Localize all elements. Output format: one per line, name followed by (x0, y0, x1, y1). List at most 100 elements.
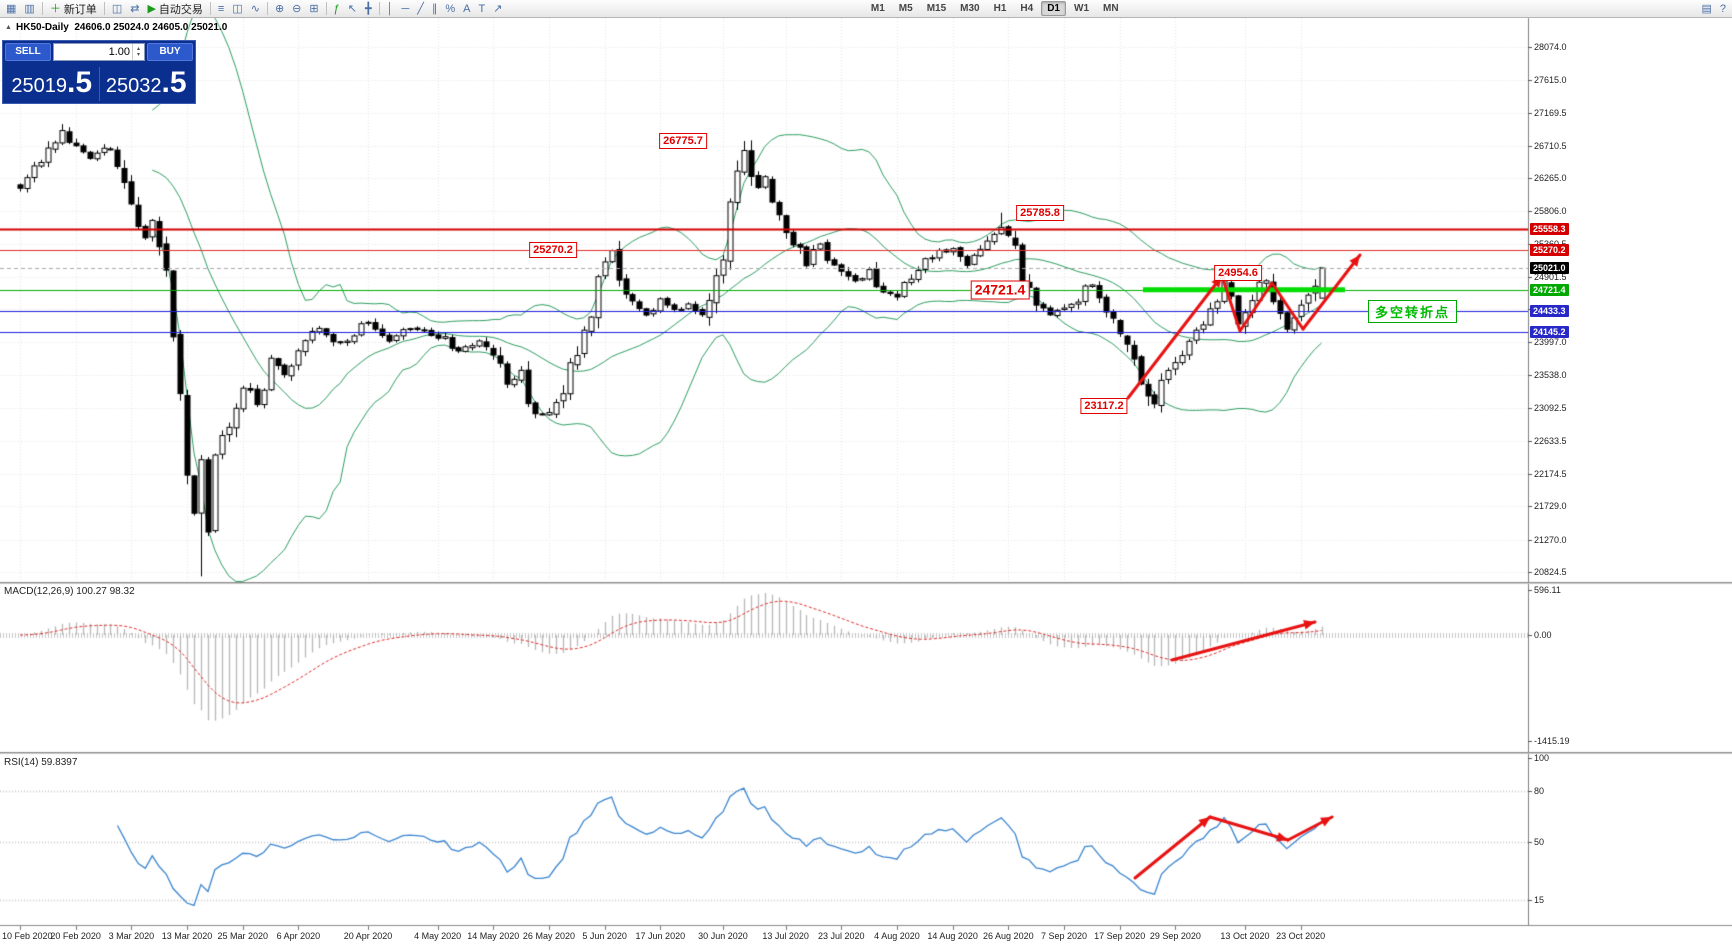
sell-price-main: 25019 (11, 75, 68, 97)
channel-icon: ∥ (431, 2, 438, 15)
price-callout[interactable]: 23117.2 (1080, 397, 1128, 414)
date-axis-label: 5 Jun 2020 (582, 931, 627, 941)
auto-trading-button[interactable]: ▶ 自动交易 (144, 1, 205, 17)
new-chart-button[interactable]: ▦ (3, 1, 19, 17)
label-button[interactable]: T (476, 1, 489, 17)
refresh-button[interactable]: ⇄ (127, 1, 142, 17)
bar-chart-button[interactable]: ≡ (215, 1, 227, 17)
label-icon: T (478, 2, 486, 15)
price-callout[interactable]: 24954.6 (1214, 264, 1262, 281)
timeframe-m30[interactable]: M30 (960, 3, 980, 14)
docking-button[interactable]: ▤ (1698, 1, 1714, 17)
timeframe-h4[interactable]: H4 (1020, 3, 1034, 14)
turning-point-label[interactable]: 多空转折点 (1368, 300, 1458, 323)
date-axis-label: 17 Sep 2020 (1094, 931, 1146, 941)
chart-window-button[interactable]: ◫ (109, 1, 125, 17)
zoom-in-button[interactable]: ⊕ (272, 1, 287, 17)
toolbar-separator (378, 2, 380, 15)
profiles-button[interactable]: ▥ (21, 1, 37, 17)
arrows-button[interactable]: ↗ (490, 1, 505, 17)
date-axis-label: 26 Aug 2020 (983, 931, 1034, 941)
price-callout[interactable]: 25270.2 (529, 242, 577, 259)
rsi-axis-value: 50 (1534, 836, 1545, 847)
buy-price[interactable]: 25032.5 (100, 66, 194, 101)
trade-panel-divider (98, 67, 100, 101)
line-chart-button[interactable]: ∿ (248, 1, 263, 17)
timeframe-mn[interactable]: MN (1103, 3, 1119, 14)
vertical-line-button[interactable]: │ (384, 1, 397, 17)
price-callout[interactable]: 25785.8 (1016, 204, 1064, 221)
timeframe-m5[interactable]: M5 (898, 3, 913, 14)
macd-axis-value: -1415.19 (1534, 736, 1570, 747)
tile-windows-button[interactable]: ⊞ (306, 1, 321, 17)
line-chart-icon: ∿ (250, 2, 260, 15)
text-icon: A (463, 2, 471, 15)
chart-window-icon: ◫ (111, 2, 123, 15)
trade-panel-controls: SELL ▴ ▾ BUY (5, 43, 193, 61)
sell-price[interactable]: 25019.5 (5, 66, 99, 101)
auto-trading-button-label: 自动交易 (158, 3, 203, 16)
price-callout[interactable]: 24721.4 (970, 280, 1030, 300)
buy-price-pips: .5 (161, 66, 187, 99)
price-axis-tick: 26710.5 (1534, 140, 1567, 151)
new-order-button[interactable]: ＋新订单 (47, 1, 100, 17)
candlestick-button[interactable]: ◫ (229, 1, 245, 17)
tile-windows-icon: ⊞ (309, 2, 319, 15)
channel-button[interactable]: ∥ (429, 1, 441, 17)
fibonacci-button[interactable]: % (442, 1, 458, 17)
price-line-label: 24433.3 (1530, 304, 1569, 317)
timeframe-h1[interactable]: H1 (993, 3, 1007, 14)
new-chart-icon: ▦ (6, 2, 17, 15)
trendline-button[interactable]: ╱ (414, 1, 427, 17)
vertical-line-icon: │ (386, 2, 394, 15)
zoom-out-icon: ⊖ (292, 2, 302, 15)
new-order-icon: ＋ (49, 2, 61, 15)
date-axis-label: 25 Mar 2020 (217, 931, 268, 941)
horizontal-line-button[interactable]: ─ (398, 1, 412, 17)
date-axis-label: 6 Apr 2020 (276, 931, 321, 941)
buy-button[interactable]: BUY (147, 43, 193, 61)
sell-button[interactable]: SELL (5, 43, 51, 61)
toolbar: ▦ ▥ ＋新订单 ◫ ⇄ ▶ 自动交易 ≡ ◫ ∿ ⊕ ⊖ ⊞ ƒ ↖ ╋ │ ─ ╱ ∥% A T ↗ M1 M5 M15 M30… (0, 0, 1732, 18)
volume-up-icon[interactable]: ▴ (136, 46, 140, 52)
horizontal-line-icon: ─ (401, 2, 410, 15)
indicators-button[interactable]: ƒ (331, 1, 343, 17)
price-line-label: 25558.3 (1530, 223, 1569, 236)
timeframe-w1[interactable]: W1 (1074, 3, 1089, 14)
date-axis-label: 20 Apr 2020 (343, 931, 393, 941)
price-axis-tick: 27169.5 (1534, 107, 1567, 118)
timeframe-m15[interactable]: M15 (926, 3, 947, 14)
volume-down-icon[interactable]: ▾ (136, 52, 140, 58)
help-button[interactable]: ? (1717, 1, 1729, 17)
price-axis-tick: 22174.5 (1534, 469, 1567, 480)
indicators-icon: ƒ (333, 2, 340, 15)
macd-axis-value: 596.11 (1534, 585, 1561, 596)
volume-input[interactable] (54, 44, 132, 60)
zoom-out-button[interactable]: ⊖ (289, 1, 304, 17)
macd-indicator-label: MACD(12,26,9) 100.27 98.32 (4, 586, 135, 597)
crosshair-button[interactable]: ╋ (362, 1, 375, 17)
timeframe-m1[interactable]: M1 (870, 3, 885, 14)
timeframe-d1[interactable]: D1 (1041, 1, 1066, 16)
date-axis-label: 7 Sep 2020 (1040, 931, 1088, 941)
price-line-label: 24721.4 (1530, 283, 1569, 296)
volume-stepper: ▴ ▾ (53, 43, 145, 61)
price-axis-tick: 28074.0 (1534, 42, 1567, 52)
date-axis-label: 29 Sep 2020 (1149, 931, 1201, 941)
date-axis-label: 30 Jun 2020 (698, 931, 748, 941)
profiles-icon: ▥ (24, 2, 35, 15)
panel-toggle-icon[interactable]: ▲ (5, 24, 12, 31)
price-callout[interactable]: 26775.7 (659, 133, 707, 150)
candlestick-icon: ◫ (232, 2, 243, 15)
date-axis-label: 13 Oct 2020 (1220, 931, 1270, 941)
price-axis-tick: 21270.0 (1534, 534, 1567, 545)
text-button[interactable]: A (460, 1, 473, 17)
price-axis-tick: 22633.5 (1534, 435, 1567, 446)
price-axis-tick: 24901.5 (1534, 271, 1567, 282)
price-axis-tick: 21729.0 (1534, 501, 1567, 512)
cursor-button[interactable]: ↖ (345, 1, 360, 17)
date-axis-label: 3 Mar 2020 (108, 931, 155, 941)
toolbar-separator (325, 2, 327, 15)
date-axis-label: 13 Jul 2020 (762, 931, 809, 941)
